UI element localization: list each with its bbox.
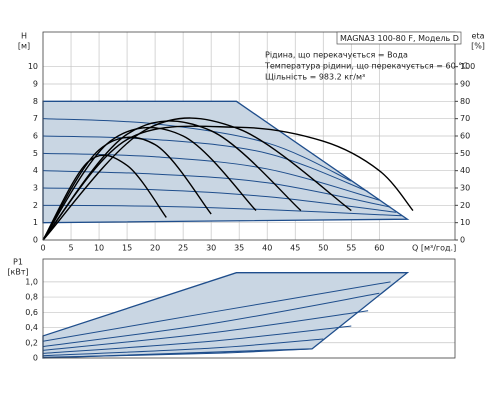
curve xyxy=(42,204,402,217)
curve xyxy=(42,127,257,241)
y2-tick-label: 100 xyxy=(460,62,475,71)
curve xyxy=(42,135,369,192)
fluid: Рідина, що перекачується = Вода xyxy=(265,51,408,60)
x-tick-label: 20 xyxy=(150,244,160,253)
y2-tick-label: 0 xyxy=(460,236,465,245)
x-tick-label: 55 xyxy=(346,244,356,253)
x-tick-label: 15 xyxy=(122,244,132,253)
x-tick-label: 60 xyxy=(374,244,384,253)
x-label: Q [м³/год.] xyxy=(412,244,456,253)
y2-tick-label: 10 xyxy=(460,218,470,227)
curve xyxy=(42,118,352,182)
y-unit: [кВт] xyxy=(7,268,28,277)
curve xyxy=(42,170,391,208)
y-tick-label: 2 xyxy=(33,201,38,210)
y2-tick-label: 60 xyxy=(460,132,470,141)
model-box xyxy=(336,31,462,45)
y-tick-label: 3 xyxy=(33,184,38,193)
y-tick-label: 7 xyxy=(33,114,38,123)
y2-tick-label: 30 xyxy=(460,184,470,193)
x-tick-label: 0 xyxy=(40,244,45,253)
x-tick-label: 5 xyxy=(68,244,73,253)
y2-tick-label: 70 xyxy=(460,114,470,123)
y-tick-label: 1,0 xyxy=(25,277,38,286)
temperature: Температура рідини, що перекачується = 6… xyxy=(264,62,468,71)
x-tick-label: 25 xyxy=(178,244,188,253)
y-tick-label: 1 xyxy=(33,218,38,227)
y2-tick-label: 50 xyxy=(460,149,470,158)
y-tick-label: 0 xyxy=(33,236,38,245)
y2-label: eta xyxy=(472,32,485,41)
y2-tick-label: 90 xyxy=(460,80,470,89)
y-tick-label: 4 xyxy=(33,166,38,175)
y-tick-label: 9 xyxy=(33,80,38,89)
x-tick-label: 40 xyxy=(262,244,272,253)
curve xyxy=(42,325,352,354)
y-unit: [м] xyxy=(18,42,30,51)
x-tick-label: 30 xyxy=(206,244,216,253)
y2-unit: [%] xyxy=(471,42,485,51)
curve xyxy=(42,125,414,241)
curve xyxy=(42,187,397,213)
y2-tick-label: 40 xyxy=(460,166,470,175)
curve xyxy=(42,338,324,357)
y-tick-label: 10 xyxy=(28,62,38,71)
y-tick-label: 0,4 xyxy=(25,323,38,332)
curve xyxy=(42,310,369,351)
x-tick-label: 35 xyxy=(234,244,244,253)
y-tick-label: 0,2 xyxy=(25,338,38,347)
plot-frame xyxy=(42,258,456,359)
curve xyxy=(42,136,212,241)
y2-tick-label: 80 xyxy=(460,97,470,106)
curve xyxy=(42,152,380,201)
x-tick-label: 10 xyxy=(94,244,104,253)
y-tick-label: 8 xyxy=(33,97,38,106)
x-tick-label: 45 xyxy=(290,244,300,253)
y-tick-label: 6 xyxy=(33,132,38,141)
y-tick-label: 0,8 xyxy=(25,293,38,302)
plot-frame xyxy=(42,31,456,241)
y-tick-label: 0 xyxy=(33,354,38,363)
area xyxy=(42,100,410,224)
curve xyxy=(42,348,313,358)
density: Щільність = 983.2 кг/м³ xyxy=(265,73,365,82)
plot: 0 0,2 0,4 0,6 0,8 1,0 xyxy=(25,258,456,363)
y-tick-label: 5 xyxy=(33,149,38,158)
y-tick-label: 0,6 xyxy=(25,308,38,317)
y-label: H xyxy=(21,32,27,41)
y2-tick-label: 20 xyxy=(460,201,470,210)
y-label: P1 xyxy=(13,258,23,267)
curve xyxy=(42,281,391,342)
model: MAGNA3 100-80 F, Модель D xyxy=(340,34,459,43)
curve xyxy=(42,117,352,241)
x-tick-label: 50 xyxy=(318,244,328,253)
curve xyxy=(42,292,380,348)
